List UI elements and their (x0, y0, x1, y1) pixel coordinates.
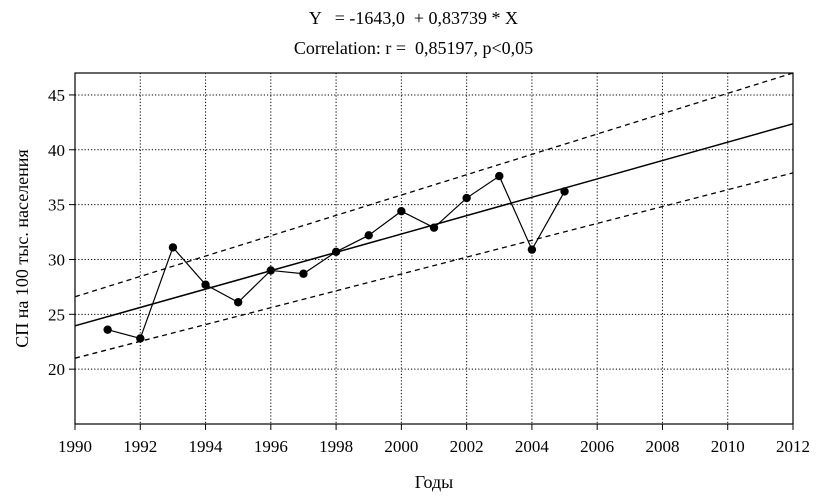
confidence-band-line (74, 172, 794, 359)
y-tick-label: 30 (48, 250, 65, 269)
data-points (103, 171, 569, 343)
x-axis-ticks: 1990 1992 1994 1996 1998 2000 2002 2004 2006 2008… (58, 424, 810, 456)
data-point (462, 193, 471, 203)
x-tick-label: 2008 (645, 437, 679, 456)
grid (74, 73, 794, 424)
data-point (233, 298, 243, 307)
chart-title-equation: Y = -1643,0 + 0,83739 * X (308, 8, 519, 28)
data-point (299, 269, 308, 278)
x-tick-label: 1996 (254, 437, 288, 456)
data-point (331, 247, 341, 256)
y-tick-label: 20 (48, 360, 65, 379)
x-tick-label: 1992 (123, 437, 157, 456)
data-point (168, 243, 178, 252)
data-point (136, 334, 145, 343)
x-tick-label: 2010 (711, 437, 745, 456)
data-point (201, 280, 210, 289)
x-tick-label: 2000 (384, 437, 418, 456)
x-tick-label: 2002 (450, 437, 484, 456)
x-axis-label: Годы (415, 472, 454, 492)
data-point (429, 223, 439, 232)
data-point (560, 187, 569, 196)
plot-frame (74, 72, 794, 425)
x-tick-label: 1990 (58, 437, 92, 456)
chart-title-correlation: Correlation: r = 0,85197, p<0,05 (293, 38, 534, 58)
y-axis-ticks: 20 25 30 35 40 45 (48, 86, 75, 379)
x-tick-label: 2004 (515, 437, 550, 456)
data-lines (74, 72, 794, 359)
y-tick-label: 35 (48, 196, 65, 215)
x-tick-label: 2012 (776, 437, 810, 456)
data-point (266, 266, 276, 275)
data-point (364, 231, 373, 240)
y-tick-label: 40 (48, 141, 65, 160)
y-tick-label: 25 (48, 305, 65, 324)
x-tick-label: 1998 (319, 437, 353, 456)
y-axis-label: СП на 100 тыс. населения (12, 149, 32, 347)
x-tick-label: 2006 (580, 437, 614, 456)
data-point (397, 207, 406, 216)
y-tick-label: 45 (48, 86, 65, 105)
confidence-band-line (74, 72, 794, 298)
data-point (527, 245, 537, 254)
data-point (103, 325, 112, 334)
x-tick-label: 1994 (189, 437, 224, 456)
data-point (495, 171, 504, 181)
